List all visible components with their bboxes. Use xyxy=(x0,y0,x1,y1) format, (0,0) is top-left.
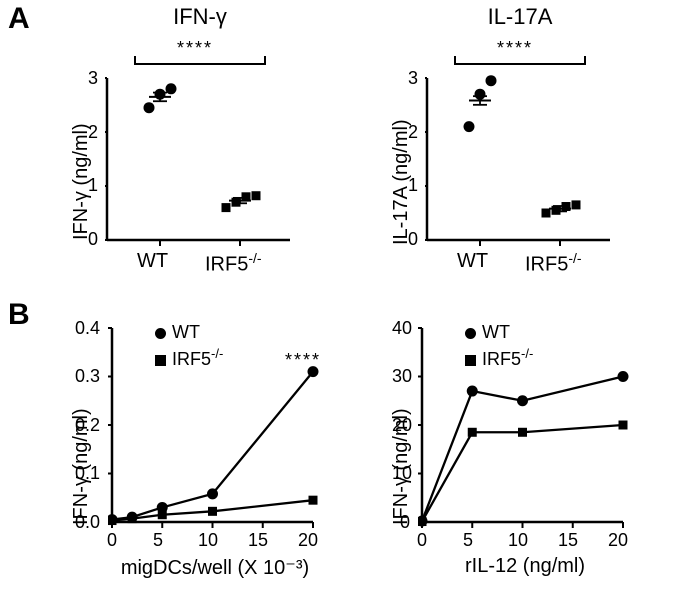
ril12-ytick-0: 0 xyxy=(400,512,410,533)
migdc-legend-ko: IRF5-/- xyxy=(155,346,223,370)
il17a-cat-ko: IRF5-/- xyxy=(525,250,582,277)
ril12-legend-ko: IRF5-/- xyxy=(465,346,533,370)
ifng-ytick-2: 2 xyxy=(88,122,98,143)
circle-icon xyxy=(155,328,166,339)
ifng-ytick-1: 1 xyxy=(88,175,98,196)
migdc-ytick-1: 0.1 xyxy=(75,463,100,484)
migdc-sig: **** xyxy=(285,350,321,371)
ril12-xlabel: rIL-12 (ng/ml) xyxy=(420,555,630,578)
ifng-sig-bracket xyxy=(130,56,270,68)
il17a-ytick-1: 1 xyxy=(408,175,418,196)
migdc-ytick-4: 0.4 xyxy=(75,318,100,339)
panel-a-label: A xyxy=(8,2,30,36)
ril12-xtick-2: 10 xyxy=(508,530,528,551)
il17a-chart xyxy=(425,70,625,250)
il17a-ytick-2: 2 xyxy=(408,122,418,143)
migdc-legend-wt: WT xyxy=(155,322,200,343)
ril12-xtick-0: 0 xyxy=(417,530,427,551)
migdc-ytick-0: 0.0 xyxy=(75,512,100,533)
migdc-ytick-2: 0.2 xyxy=(75,415,100,436)
il17a-cat-wt: WT xyxy=(457,250,488,273)
migdc-xtick-2: 10 xyxy=(198,530,218,551)
il17a-title: IL-17A xyxy=(420,4,620,30)
migdc-xtick-3: 15 xyxy=(248,530,268,551)
ril12-ytick-1: 10 xyxy=(392,463,412,484)
migdc-xtick-1: 5 xyxy=(153,530,163,551)
square-icon xyxy=(465,355,476,366)
il17a-ytick-3: 3 xyxy=(408,68,418,89)
ril12-ytick-3: 30 xyxy=(392,366,412,387)
ril12-xtick-4: 20 xyxy=(608,530,628,551)
ifng-cat-wt: WT xyxy=(137,250,168,273)
figure: A IFN-γ **** IFN-γ (ng/ml) 0 1 2 3 WT IR… xyxy=(0,0,700,589)
migdc-xtick-4: 20 xyxy=(298,530,318,551)
square-icon xyxy=(155,355,166,366)
ifng-title: IFN-γ xyxy=(100,4,300,30)
ril12-ytick-4: 40 xyxy=(392,318,412,339)
panel-b-label: B xyxy=(8,298,30,332)
migdc-xlabel: migDCs/well (X 10⁻³) xyxy=(110,555,320,580)
ifng-chart xyxy=(105,70,305,250)
ifng-cat-ko: IRF5-/- xyxy=(205,250,262,277)
ifng-ytick-3: 3 xyxy=(88,68,98,89)
ril12-ytick-2: 20 xyxy=(392,415,412,436)
ril12-legend-wt: WT xyxy=(465,322,510,343)
ril12-xtick-1: 5 xyxy=(463,530,473,551)
migdc-ytick-3: 0.3 xyxy=(75,366,100,387)
il17a-ytick-0: 0 xyxy=(408,229,418,250)
ril12-xtick-3: 15 xyxy=(558,530,578,551)
migdc-xtick-0: 0 xyxy=(107,530,117,551)
il17a-sig-bracket xyxy=(450,56,590,68)
ifng-ytick-0: 0 xyxy=(88,229,98,250)
circle-icon xyxy=(465,328,476,339)
